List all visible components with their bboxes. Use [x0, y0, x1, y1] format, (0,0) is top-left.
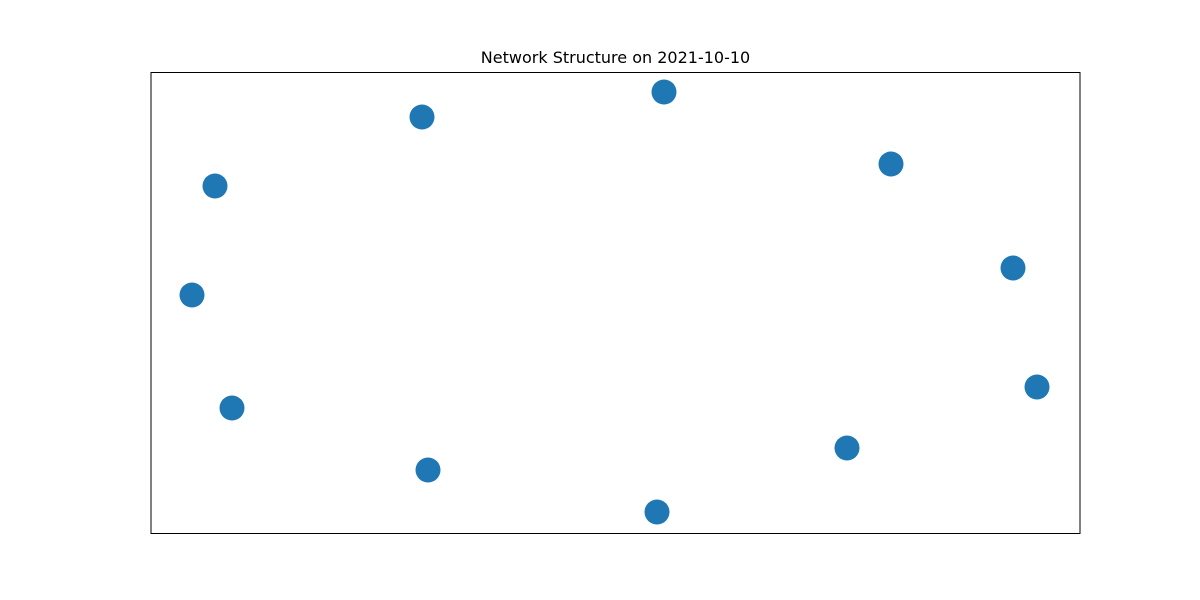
plot-frame	[150, 72, 1081, 534]
network-node	[202, 173, 228, 199]
network-node	[834, 435, 860, 461]
network-node	[1024, 374, 1050, 400]
network-node	[219, 395, 245, 421]
network-node	[644, 499, 670, 525]
network-node	[651, 79, 677, 105]
diagram-title: Network Structure on 2021-10-10	[480, 48, 751, 67]
network-node	[179, 282, 205, 308]
node-layer	[179, 79, 1050, 525]
network-node	[1000, 255, 1026, 281]
network-node	[878, 151, 904, 177]
network-node	[415, 457, 441, 483]
network-node	[409, 104, 435, 130]
